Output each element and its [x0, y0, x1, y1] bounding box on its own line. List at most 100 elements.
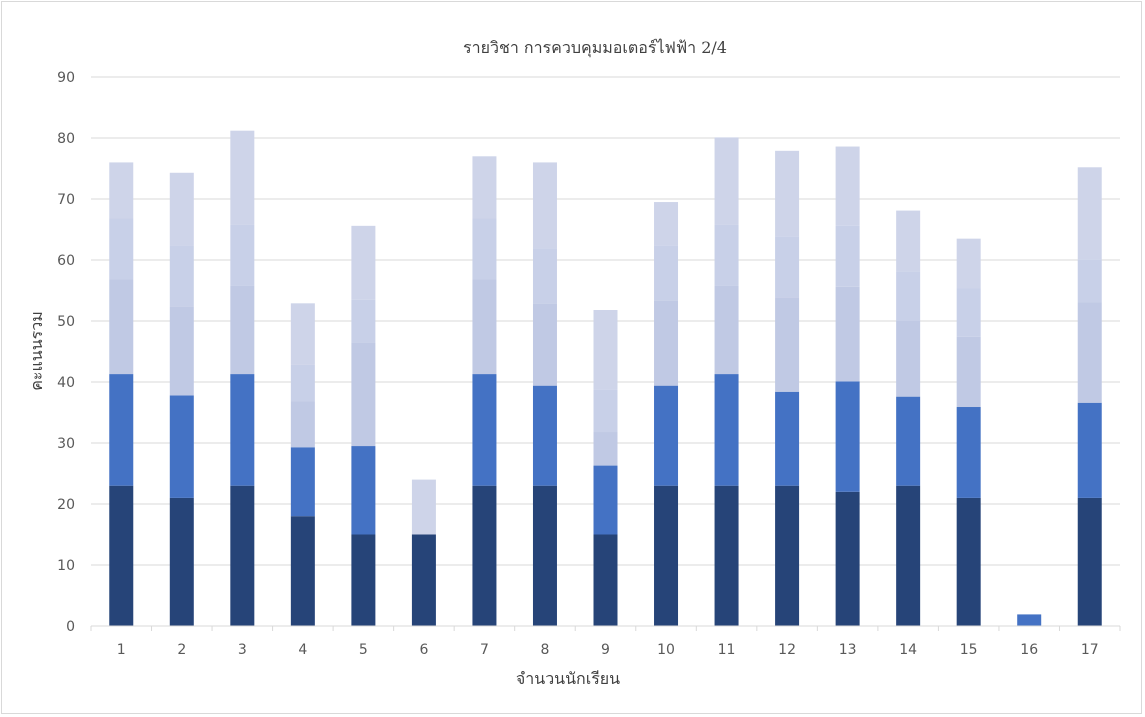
bar-segment-3: [1077, 302, 1102, 403]
bar-segment-1: [230, 485, 255, 626]
bar-segment-5: [411, 479, 436, 535]
bar-segment-5: [775, 150, 800, 237]
bar-segment-4: [230, 224, 255, 286]
y-tick-label: 90: [57, 70, 75, 86]
x-axis-ticks: 1 2 3 4 5 6 7 8 9 10 11 12 13 14 15 16 17: [90, 626, 1121, 658]
x-tick-label: 11: [718, 642, 736, 658]
bar-segment-1: [956, 497, 981, 626]
y-tick-label: 50: [57, 314, 75, 330]
x-tick-label: 14: [899, 642, 917, 658]
bar-segment-3: [896, 320, 921, 397]
bar-segment-4: [835, 225, 860, 287]
bar-segment-2: [1017, 614, 1042, 626]
bar-segment-5: [896, 210, 921, 272]
bar-segment-5: [109, 162, 134, 219]
y-tick-label: 0: [66, 619, 75, 635]
bar-segment-1: [775, 485, 800, 626]
bar-segment-2: [714, 374, 739, 486]
bar-segment-1: [472, 485, 497, 626]
y-tick-label: 70: [57, 192, 75, 208]
y-tick-label: 60: [57, 253, 75, 269]
bar-segment-1: [290, 516, 315, 626]
bar-segment-5: [593, 310, 618, 390]
bar-segment-1: [835, 491, 860, 626]
x-tick-label: 5: [359, 642, 368, 658]
y-tick-label: 40: [57, 375, 75, 391]
bar-segment-2: [1077, 402, 1102, 498]
bar-segment-4: [169, 245, 194, 307]
bar-segment-2: [956, 407, 981, 498]
bar-segment-3: [109, 279, 134, 375]
bar-segment-4: [532, 248, 557, 304]
bar-segment-5: [956, 238, 981, 289]
x-axis-title: จำนวนนักเรียน: [516, 669, 620, 688]
x-tick-label: 9: [601, 642, 610, 658]
bar-segment-4: [290, 364, 315, 402]
chart-title: รายวิชา การควบคุมมอเตอร์ไฟฟ้า 2/4: [463, 38, 727, 58]
bar-segment-1: [896, 485, 921, 626]
x-tick-label: 6: [419, 642, 428, 658]
bar-segment-2: [896, 396, 921, 486]
bar-segment-3: [472, 279, 497, 375]
bar-segment-1: [532, 485, 557, 626]
x-tick-label: 15: [960, 642, 978, 658]
bar-segment-5: [714, 137, 739, 225]
x-tick-label: 16: [1020, 642, 1038, 658]
bar-segment-1: [1077, 497, 1102, 626]
bar-segment-5: [290, 303, 315, 365]
bar-segment-2: [351, 446, 376, 535]
bar-segment-2: [532, 385, 557, 486]
gridlines: [91, 76, 1120, 566]
bar-segment-5: [230, 130, 255, 225]
x-tick-label: 17: [1081, 642, 1099, 658]
bar-segment-4: [593, 389, 618, 433]
bar-segment-2: [593, 465, 618, 535]
bar-segment-4: [109, 218, 134, 280]
bar-segment-5: [351, 225, 376, 300]
bar-segment-5: [654, 202, 679, 246]
bar-segment-3: [532, 303, 557, 386]
x-tick-label: 4: [298, 642, 307, 658]
bar-segment-4: [896, 271, 921, 321]
y-tick-label: 30: [57, 436, 75, 452]
bar-segment-2: [109, 374, 134, 486]
x-tick-label: 7: [480, 642, 489, 658]
bar-segment-3: [654, 300, 679, 386]
x-tick-label: 13: [839, 642, 857, 658]
bar-segment-1: [109, 485, 134, 626]
bar-segment-1: [351, 534, 376, 626]
y-tick-label: 20: [57, 497, 75, 513]
bar-segment-3: [956, 336, 981, 408]
bar-segment-1: [714, 485, 739, 626]
bar-segment-5: [1077, 167, 1102, 260]
x-tick-label: 2: [177, 642, 186, 658]
bar-segment-1: [169, 497, 194, 626]
bar-segment-5: [169, 172, 194, 246]
bar-segment-2: [230, 374, 255, 486]
x-tick-label: 1: [117, 642, 126, 658]
x-tick-label: 8: [541, 642, 550, 658]
bar-segment-1: [593, 534, 618, 626]
bar-segment-3: [835, 286, 860, 382]
y-tick-label: 80: [57, 131, 75, 147]
bar-segment-2: [169, 395, 194, 498]
bar-segment-5: [532, 162, 557, 249]
bar-segment-4: [654, 245, 679, 301]
y-axis-ticks: 0 10 20 30 40 50 60 70 80 90: [57, 70, 75, 635]
bar-segment-4: [775, 236, 800, 298]
x-tick-label: 10: [657, 642, 675, 658]
bar-segment-3: [351, 342, 376, 447]
bar-segment-4: [714, 224, 739, 286]
bar-segment-3: [290, 401, 315, 448]
x-tick-label: 12: [778, 642, 796, 658]
x-tick-label: 3: [238, 642, 247, 658]
bar-segment-1: [654, 485, 679, 626]
bar-segment-3: [714, 285, 739, 375]
bar-segment-3: [230, 285, 255, 375]
bar-segment-5: [472, 156, 497, 219]
bar-segment-3: [593, 432, 618, 466]
bar-segment-1: [411, 534, 436, 626]
bar-segment-3: [169, 306, 194, 396]
bar-segment-3: [775, 297, 800, 392]
